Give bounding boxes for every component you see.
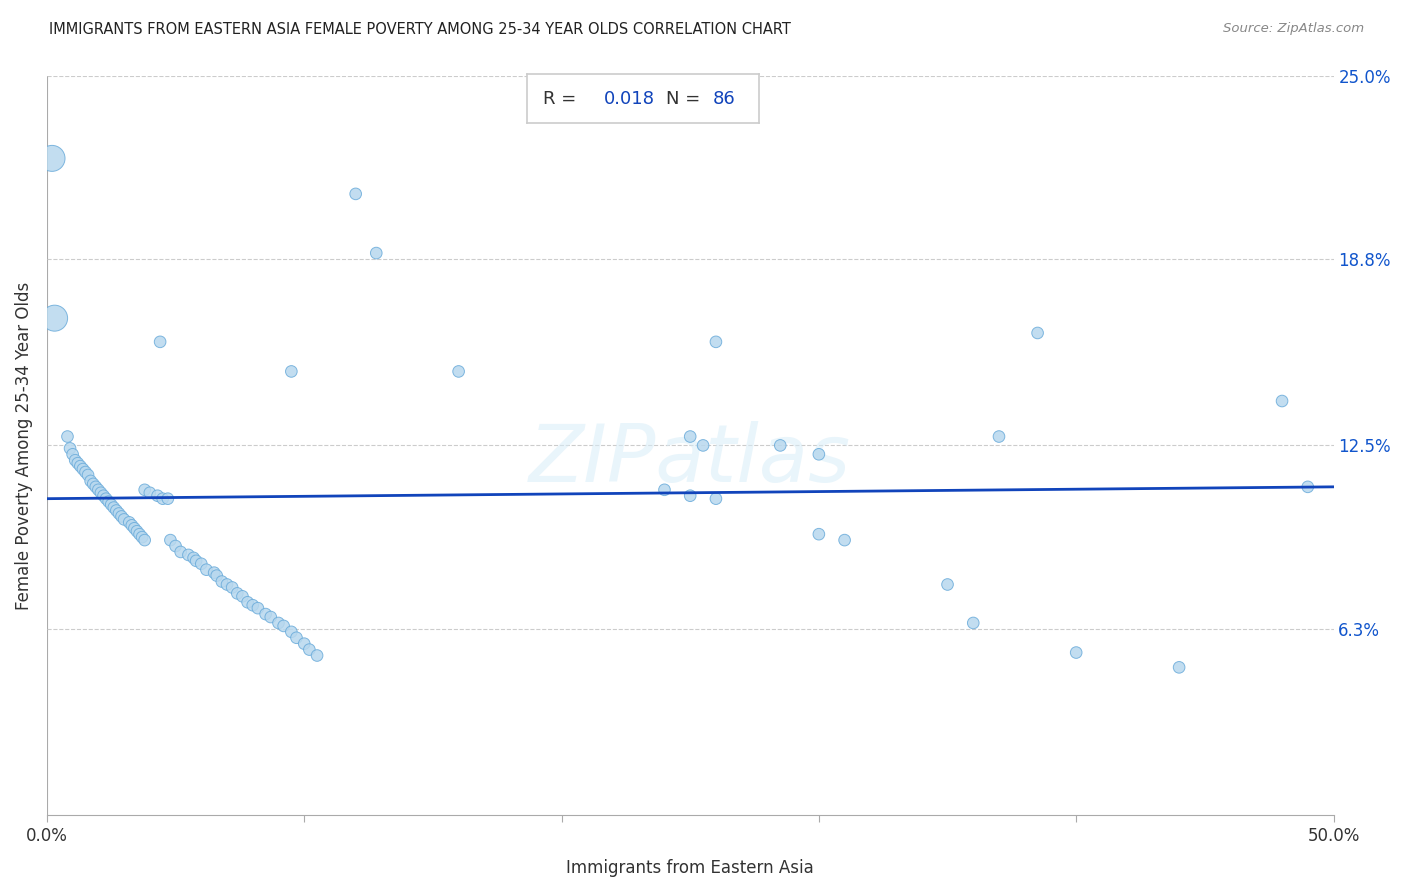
Y-axis label: Female Poverty Among 25-34 Year Olds: Female Poverty Among 25-34 Year Olds — [15, 281, 32, 609]
Point — [267, 615, 290, 630]
Point — [211, 574, 233, 589]
Point — [447, 364, 470, 378]
Point — [72, 462, 94, 476]
Point — [125, 524, 148, 539]
Point — [152, 491, 174, 506]
Point — [84, 480, 107, 494]
Point — [231, 590, 253, 604]
Point — [41, 152, 63, 166]
Text: R =: R = — [544, 89, 582, 108]
Point — [66, 456, 89, 470]
Point — [190, 557, 212, 571]
Point — [260, 610, 283, 624]
Point — [834, 533, 856, 547]
Point — [285, 631, 308, 645]
Point — [344, 186, 367, 201]
Point — [134, 483, 156, 497]
Point — [1026, 326, 1049, 340]
Point — [273, 619, 295, 633]
Point — [79, 474, 101, 488]
Point — [936, 577, 959, 591]
Point — [807, 447, 830, 461]
Point — [93, 489, 115, 503]
Text: IMMIGRANTS FROM EASTERN ASIA FEMALE POVERTY AMONG 25-34 YEAR OLDS CORRELATION CH: IMMIGRANTS FROM EASTERN ASIA FEMALE POVE… — [49, 22, 792, 37]
Point — [56, 429, 79, 443]
Point — [112, 512, 135, 526]
Point — [110, 509, 132, 524]
Point — [962, 615, 984, 630]
Point — [77, 468, 100, 483]
Point — [221, 581, 243, 595]
Point — [82, 476, 104, 491]
Point — [280, 624, 302, 639]
Point — [280, 364, 302, 378]
Point — [44, 311, 66, 326]
Point — [254, 607, 277, 621]
Point — [292, 637, 315, 651]
Point — [205, 568, 228, 582]
Point — [177, 548, 200, 562]
Point — [202, 566, 225, 580]
Point — [149, 334, 172, 349]
Point — [366, 246, 388, 260]
Point — [156, 491, 179, 506]
Point — [124, 521, 146, 535]
Point — [131, 530, 153, 544]
Text: 86: 86 — [713, 89, 735, 108]
Point — [146, 489, 169, 503]
Point — [63, 453, 86, 467]
Point — [242, 598, 264, 612]
Point — [159, 533, 181, 547]
Point — [226, 586, 249, 600]
Point — [105, 503, 128, 517]
Point — [75, 465, 97, 479]
Point — [139, 485, 162, 500]
Text: N =: N = — [666, 89, 706, 108]
Text: ZIPatlas: ZIPatlas — [529, 421, 851, 500]
Point — [246, 601, 269, 615]
Text: Source: ZipAtlas.com: Source: ZipAtlas.com — [1223, 22, 1364, 36]
Point — [165, 539, 187, 553]
Point — [769, 438, 792, 452]
Point — [679, 429, 702, 443]
Point — [94, 491, 117, 506]
Point — [236, 595, 259, 609]
Point — [100, 498, 122, 512]
Point — [103, 500, 125, 515]
Point — [1271, 394, 1294, 409]
Point — [215, 577, 238, 591]
Text: 0.018: 0.018 — [603, 89, 655, 108]
Point — [1168, 660, 1191, 674]
Point — [988, 429, 1011, 443]
X-axis label: Immigrants from Eastern Asia: Immigrants from Eastern Asia — [567, 859, 814, 877]
Point — [195, 563, 218, 577]
Point — [186, 554, 208, 568]
Point — [183, 550, 205, 565]
Point — [128, 527, 150, 541]
Point — [704, 334, 727, 349]
Point — [87, 483, 110, 497]
Point — [90, 485, 112, 500]
Point — [62, 447, 84, 461]
Point — [307, 648, 329, 663]
Point — [704, 491, 727, 506]
Point — [69, 459, 91, 474]
Point — [59, 442, 82, 456]
Point — [298, 642, 321, 657]
Point — [134, 533, 156, 547]
Point — [1064, 646, 1087, 660]
Point — [97, 494, 120, 508]
Point — [170, 545, 193, 559]
Point — [118, 516, 141, 530]
Point — [121, 518, 143, 533]
Point — [108, 507, 131, 521]
Point — [679, 489, 702, 503]
Point — [807, 527, 830, 541]
Point — [1296, 480, 1319, 494]
Point — [692, 438, 714, 452]
Point — [654, 483, 676, 497]
